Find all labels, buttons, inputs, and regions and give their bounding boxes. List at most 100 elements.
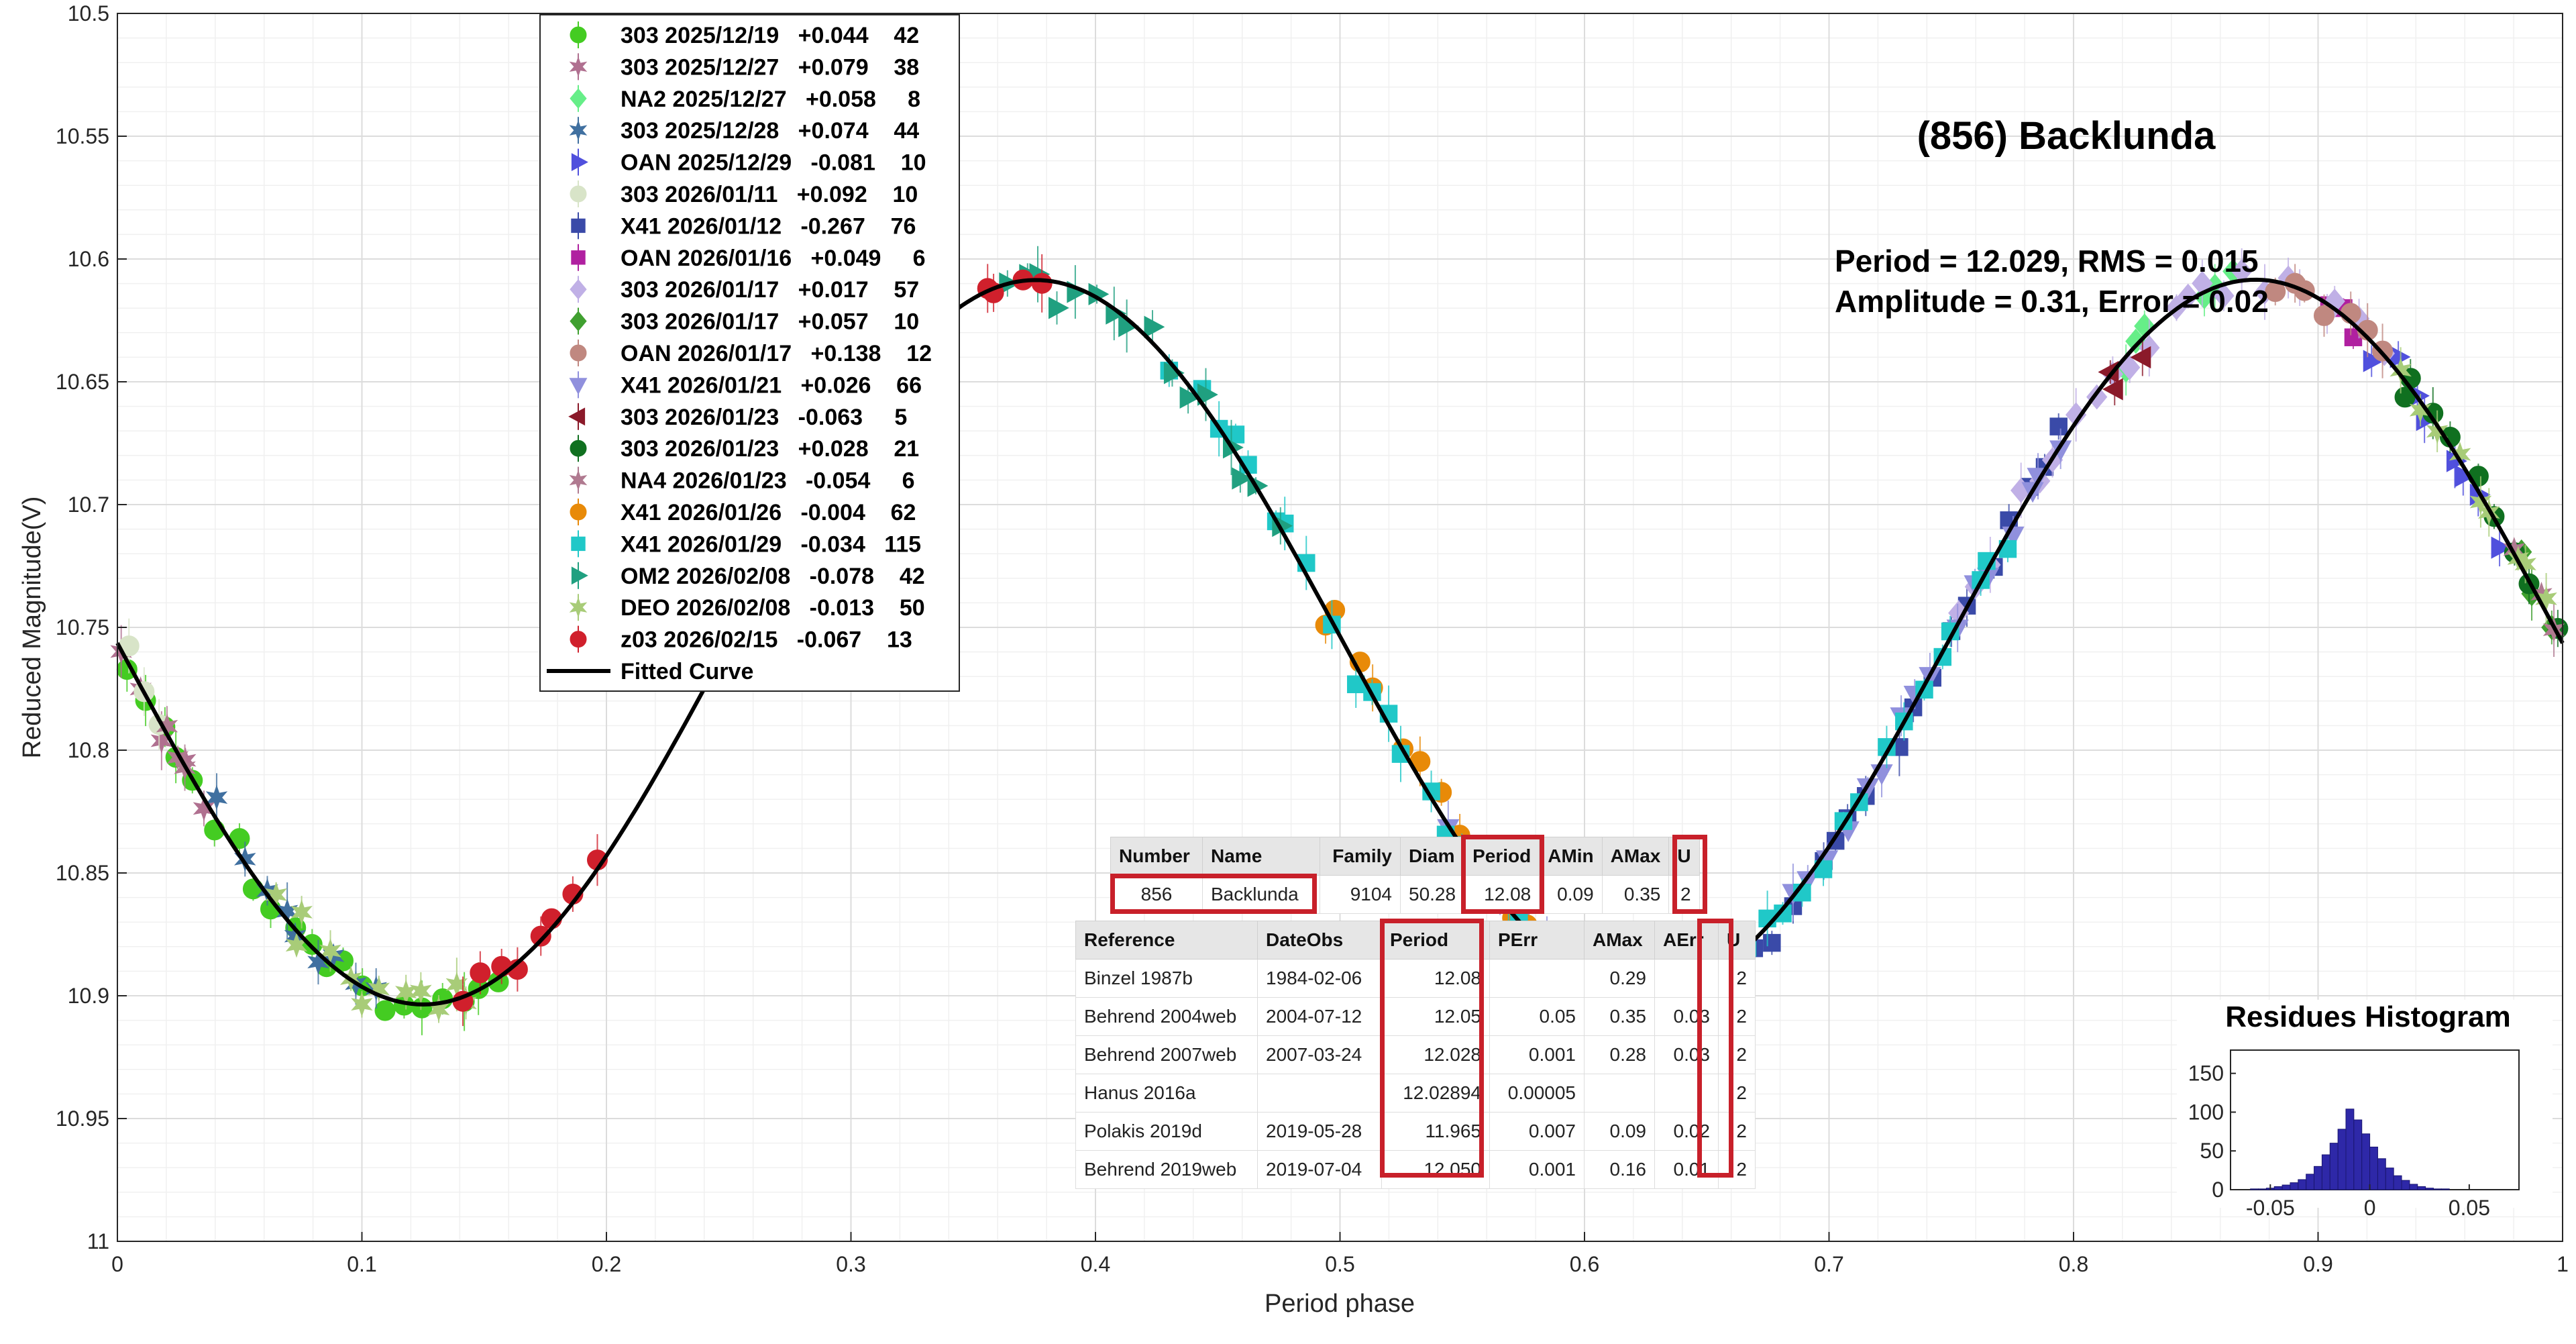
reference-cell [1584,1074,1655,1113]
legend-label: X41 2026/01/29 -0.034 115 [621,531,921,557]
reference-cell: 2 [1718,1074,1756,1113]
data-point [2102,378,2123,401]
reference-cell: 12.08 [1381,959,1490,998]
legend-item: X41 2026/01/12 -0.267 76 [571,212,916,240]
reference-row: Behrend 2007web 2007-03-24 12.028 0.001 0.28… [1075,1035,1756,1074]
data-point [470,962,491,984]
legend-label: OAN 2026/01/16 +0.049 6 [621,246,926,271]
data-point [2469,489,2492,515]
legend-item: OAN 2026/01/17 +0.138 12 [570,340,932,366]
legend-marker [569,119,588,141]
legend-marker [570,279,587,300]
reference-cell: 2019-07-04 [1257,1150,1382,1189]
y-tick-label: 10.75 [56,615,109,639]
reference-cell [1489,959,1585,998]
cell-u: 2 [1668,875,1700,914]
legend: 303 2025/12/19 +0.044 42 303 2025/12/27 +… [539,14,960,692]
legend-item: OAN 2026/01/16 +0.049 6 [571,244,926,271]
legend-label: 303 2025/12/28 +0.074 44 [621,118,919,144]
histogram-bar [2425,1188,2434,1190]
cell-name: Backlunda [1202,875,1320,914]
highlight-number-name [1110,874,1317,914]
legend-item: 303 2026/01/11 +0.092 10 [570,180,918,207]
histogram-bar [2440,1188,2450,1190]
stats-amplitude-error: Amplitude = 0.31, Error = 0.02 [1835,284,2269,319]
stats-period-rms: Period = 12.029, RMS = 0.015 [1835,244,2259,278]
chart-title: (856) Backlunda [1917,114,2216,158]
reference-cell: 0.007 [1489,1112,1585,1151]
y-tick-label: 10.85 [56,861,109,885]
highlight-asteroid-period [1461,835,1544,914]
legend-item: OAN 2025/12/29 -0.081 10 [571,148,926,176]
legend-item: 303 2026/01/23 +0.028 21 [570,435,919,462]
histogram-bar [2273,1186,2283,1190]
data-point [2409,397,2432,423]
x-tick-label: 0 [111,1252,123,1276]
data-point [2119,354,2141,380]
histogram-y-tick-label: 150 [2188,1062,2224,1086]
data-point [233,846,256,872]
reference-cell: 2 [1718,1035,1756,1074]
reference-cell [1257,1074,1382,1113]
histogram-bar [2377,1158,2386,1190]
legend-marker [569,470,588,490]
y-tick-label: 10.9 [68,984,109,1008]
legend-marker [570,344,587,362]
series-group [2098,338,2151,406]
header-period: Period [1381,921,1490,960]
legend-label: NA4 2026/01/23 -0.054 6 [621,468,915,494]
header-reference: Reference [1075,921,1258,960]
x-tick-label: 1 [2557,1252,2569,1276]
legend-item: 303 2025/12/27 +0.079 38 [569,53,919,81]
reference-row: Behrend 2019web 2019-07-04 12.050 0.001 0.16… [1075,1150,1756,1189]
highlight-asteroid-u [1672,835,1707,914]
cell-amax: 0.35 [1601,875,1670,914]
y-tick-label: 11 [87,1229,109,1253]
histogram-bar [2345,1108,2355,1190]
legend-marker [571,218,586,234]
legend-items: 303 2025/12/19 +0.044 42 303 2025/12/27 +… [547,21,932,684]
reference-row: Behrend 2004web 2004-07-12 12.05 0.05 0.35 0.… [1075,997,1756,1036]
legend-label: OAN 2025/12/29 -0.081 10 [621,150,926,176]
legend-label: 303 2025/12/19 +0.044 42 [621,23,919,48]
reference-cell: Behrend 2007web [1075,1035,1258,1074]
x-tick-label: 0.5 [1325,1252,1354,1276]
legend-label: NA2 2025/12/27 +0.058 8 [621,87,920,112]
data-point [368,976,390,1002]
legend-item: X41 2026/01/29 -0.034 115 [571,530,921,558]
data-point [2049,417,2068,435]
legend-item: 303 2025/12/28 +0.074 44 [569,117,919,144]
reference-cell: 2019-05-28 [1257,1112,1382,1151]
data-point [351,991,373,1017]
legend-item: DEO 2026/02/08 -0.013 50 [569,594,925,621]
x-tick-label: 0.7 [1814,1252,1843,1276]
x-tick-label: 0.3 [836,1252,865,1276]
reference-cell: Hanus 2016a [1075,1074,1258,1113]
x-tick-label: 0.1 [347,1252,376,1276]
histogram-y-tick-label: 100 [2188,1100,2224,1124]
data-point [150,728,173,754]
reference-cell: 2 [1718,1112,1756,1151]
reference-cell: 0.28 [1584,1035,1655,1074]
data-point [2491,536,2512,559]
y-axis-label: Reduced Magnitude(V) [18,497,46,759]
legend-label: 303 2025/12/27 +0.079 38 [621,54,919,80]
cell-diam: 50.28 [1399,875,1465,914]
legend-marker [569,597,588,618]
data-point [193,796,215,821]
highlight-reference-period [1380,919,1484,1178]
highlight-reference-u [1697,919,1733,1178]
reference-cell: Binzel 1987b [1075,959,1258,998]
legend-label: 303 2026/01/17 +0.017 57 [621,277,919,303]
legend-label: 303 2026/01/11 +0.092 10 [621,182,918,207]
fitted-curve [115,277,2565,1007]
histogram-bar [2250,1188,2259,1190]
legend-label: DEO 2026/02/08 -0.013 50 [621,595,925,621]
reference-cell: 0.001 [1489,1035,1585,1074]
legend-item: 303 2026/01/17 +0.057 10 [570,307,919,335]
data-point [530,925,551,947]
reference-cell [1654,1074,1719,1113]
legend-marker [570,88,587,109]
reference-table-header: Reference DateObs Period PErr AMax AErr … [1075,921,1756,960]
reference-cell: 2 [1718,1150,1756,1189]
